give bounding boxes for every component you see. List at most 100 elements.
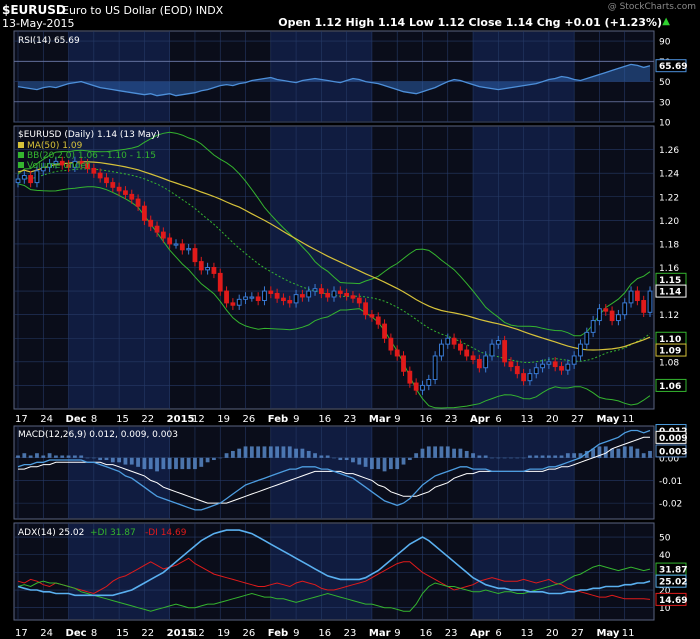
- candle-body: [363, 302, 368, 316]
- candle-body: [281, 297, 286, 302]
- x-axis-label: 6: [495, 414, 501, 425]
- y-tick-label-price: 1.18: [659, 240, 679, 250]
- adx-tag-2-label: 14.69: [659, 596, 687, 606]
- macd-tag-1-box: [655, 430, 687, 444]
- candle-body: [382, 323, 387, 339]
- candle-body: [476, 358, 482, 369]
- macd-histogram-bar: [452, 448, 456, 458]
- macd-histogram-bar: [193, 457, 197, 470]
- macd-histogram-bar: [502, 457, 507, 459]
- macd-histogram-bar: [174, 457, 178, 470]
- x-axis-label: May: [596, 414, 619, 425]
- macd-histogram-bar: [332, 457, 336, 459]
- price-tag-0-label: 1.15: [659, 276, 681, 286]
- candle-body: [597, 308, 602, 322]
- candle-body: [148, 219, 154, 227]
- candle-body: [628, 290, 634, 304]
- candle-body: [369, 314, 375, 318]
- candle-body: [274, 292, 280, 299]
- macd-histogram-bar: [28, 455, 33, 458]
- macd-histogram-bar: [35, 453, 39, 458]
- y-tick-label-price: 1.12: [659, 311, 679, 321]
- x-axis-label-bottom: 13: [521, 628, 534, 639]
- x-axis-label: 16: [419, 414, 432, 425]
- macd-histogram-bar: [161, 457, 166, 470]
- candle-body: [388, 337, 394, 351]
- bollinger-middle: [17, 168, 651, 364]
- candle-body: [432, 355, 438, 381]
- candle-body: [559, 366, 564, 371]
- macd-tag-2-box: [655, 444, 687, 458]
- candle-body: [306, 290, 312, 298]
- candle-body: [571, 355, 577, 365]
- macd-histogram-bar: [445, 446, 450, 458]
- header-date: 13-May-2015: [2, 17, 75, 30]
- x-axis-label: Feb: [268, 414, 288, 425]
- ohlc-text: Open 1.12 High 1.14 Low 1.12 Close 1.14 …: [278, 16, 662, 29]
- macd-histogram-bar: [351, 457, 355, 463]
- y-tick-label-macd: -0.01: [659, 477, 682, 487]
- macd-histogram-bar: [553, 455, 558, 458]
- macd-histogram-bar: [85, 457, 90, 459]
- macd-histogram-bar: [268, 446, 273, 458]
- candle-body: [344, 292, 350, 297]
- macd-histogram-bar: [60, 455, 65, 458]
- candle-body: [300, 294, 305, 298]
- candle-body: [154, 225, 160, 233]
- candle-body: [527, 373, 533, 382]
- candle-body: [647, 290, 653, 313]
- macd-histogram-bar: [578, 453, 583, 458]
- y-tick-label-price: 1.22: [659, 193, 679, 203]
- candle-body: [160, 231, 166, 239]
- macd-histogram-bar: [496, 457, 501, 459]
- macd-histogram-bar: [155, 457, 159, 472]
- x-axis-label: 24: [40, 414, 53, 425]
- rsi-value-tag-box: [655, 59, 687, 73]
- macd-histogram-bar: [319, 455, 324, 458]
- macd-histogram-bar: [243, 446, 248, 458]
- macd-tag-2-label: 0.003: [659, 447, 687, 457]
- adx-tag-2-box: [655, 592, 687, 606]
- x-axis-label-bottom: 24: [40, 628, 53, 639]
- macd-histogram-bar: [414, 453, 419, 458]
- candle-body: [129, 193, 135, 200]
- candle-body: [533, 367, 539, 375]
- macd-histogram-bar: [91, 457, 96, 459]
- candle-body: [641, 300, 647, 313]
- macd-histogram-bar: [490, 457, 494, 459]
- macd-histogram-bar: [616, 448, 621, 458]
- candle-body: [15, 178, 21, 184]
- x-axis-label: 23: [344, 414, 357, 425]
- macd-histogram-bar: [300, 448, 305, 458]
- x-axis-label: 13: [521, 414, 534, 425]
- minus-di-label: -DI 14.69: [145, 528, 187, 538]
- macd-histogram-bar: [167, 457, 172, 470]
- x-axis-label: 20: [546, 414, 559, 425]
- x-axis-label-bottom: 26: [243, 628, 256, 639]
- macd-histogram-bar: [54, 455, 58, 458]
- candle-body: [21, 175, 27, 180]
- macd-histogram-bar: [275, 446, 280, 458]
- candle-body: [110, 182, 116, 188]
- candle-body: [470, 355, 476, 360]
- legend-entry: BB(20,2.0) 1.06 - 1.10 - 1.15: [27, 151, 156, 161]
- candle-body: [243, 296, 248, 300]
- macd-histogram-bar: [433, 446, 438, 458]
- price-tag-3-box: [655, 343, 687, 357]
- x-axis-label-bottom: Apr: [470, 628, 490, 639]
- macd-histogram-bar: [79, 455, 84, 458]
- macd-histogram-bar: [635, 448, 640, 458]
- adx-tag-0-label: 31.87: [659, 566, 687, 576]
- y-tick-label-macd: 0.00: [659, 454, 679, 464]
- macd-histogram-bar: [471, 453, 475, 458]
- x-axis-label-bottom: Mar: [369, 628, 391, 639]
- macd-histogram-bar: [98, 457, 103, 461]
- macd-histogram-bar: [338, 457, 343, 461]
- candle-body: [230, 302, 236, 306]
- header-description: Euro to US Dollar (EOD) INDX: [62, 4, 223, 17]
- macd-histogram-bar: [281, 446, 286, 458]
- change-arrow-icon: ▲: [662, 16, 670, 27]
- plus-di-label: +DI 31.87: [90, 528, 136, 538]
- candle-body: [85, 163, 90, 169]
- macd-histogram-bar: [294, 448, 298, 458]
